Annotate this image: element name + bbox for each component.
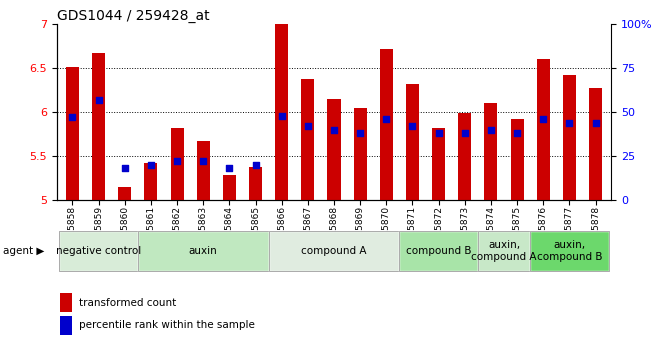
Point: [224, 166, 234, 171]
Text: auxin,
compound A: auxin, compound A: [471, 240, 537, 262]
Bar: [484, 104, 498, 200]
Bar: [269, 231, 399, 271]
Bar: [353, 108, 367, 200]
Bar: [406, 84, 419, 200]
Bar: [59, 231, 138, 271]
Text: auxin: auxin: [189, 246, 218, 256]
Point: [407, 124, 418, 129]
Text: auxin,
compound B: auxin, compound B: [536, 240, 602, 262]
Bar: [92, 53, 105, 200]
Point: [94, 97, 104, 102]
Text: compound A: compound A: [301, 246, 367, 256]
Bar: [530, 231, 609, 271]
Bar: [223, 176, 236, 200]
Point: [434, 130, 444, 136]
Bar: [269, 231, 399, 271]
Bar: [59, 231, 138, 271]
Bar: [327, 99, 341, 200]
Point: [355, 130, 365, 136]
Point: [120, 166, 130, 171]
Bar: [275, 24, 288, 200]
Point: [538, 116, 548, 122]
Text: agent ▶: agent ▶: [3, 246, 45, 256]
Point: [67, 115, 77, 120]
Text: transformed count: transformed count: [79, 298, 176, 308]
Bar: [170, 128, 184, 200]
Point: [564, 120, 574, 126]
Point: [250, 162, 261, 168]
Bar: [196, 141, 210, 200]
Point: [591, 120, 601, 126]
Point: [381, 116, 391, 122]
Point: [198, 159, 208, 164]
Bar: [66, 67, 79, 200]
Point: [512, 130, 522, 136]
Bar: [118, 187, 132, 200]
Bar: [563, 75, 576, 200]
Point: [460, 130, 470, 136]
Bar: [589, 88, 602, 200]
Bar: [478, 231, 530, 271]
Point: [277, 113, 287, 118]
Bar: [458, 113, 472, 200]
Bar: [510, 119, 524, 200]
Bar: [530, 231, 609, 271]
Bar: [249, 167, 262, 200]
Text: compound B: compound B: [406, 246, 472, 256]
Bar: [432, 128, 445, 200]
Bar: [478, 231, 530, 271]
Text: GDS1044 / 259428_at: GDS1044 / 259428_at: [57, 9, 209, 23]
Text: negative control: negative control: [56, 246, 141, 256]
Bar: [399, 231, 478, 271]
Bar: [138, 231, 269, 271]
Point: [303, 124, 313, 129]
Bar: [138, 231, 269, 271]
Point: [486, 127, 496, 132]
Point: [329, 127, 339, 132]
Bar: [536, 59, 550, 200]
Bar: [144, 163, 158, 200]
Point: [172, 159, 182, 164]
Point: [146, 162, 156, 168]
Text: percentile rank within the sample: percentile rank within the sample: [79, 320, 255, 330]
Bar: [399, 231, 478, 271]
Bar: [301, 79, 315, 200]
Bar: [380, 49, 393, 200]
